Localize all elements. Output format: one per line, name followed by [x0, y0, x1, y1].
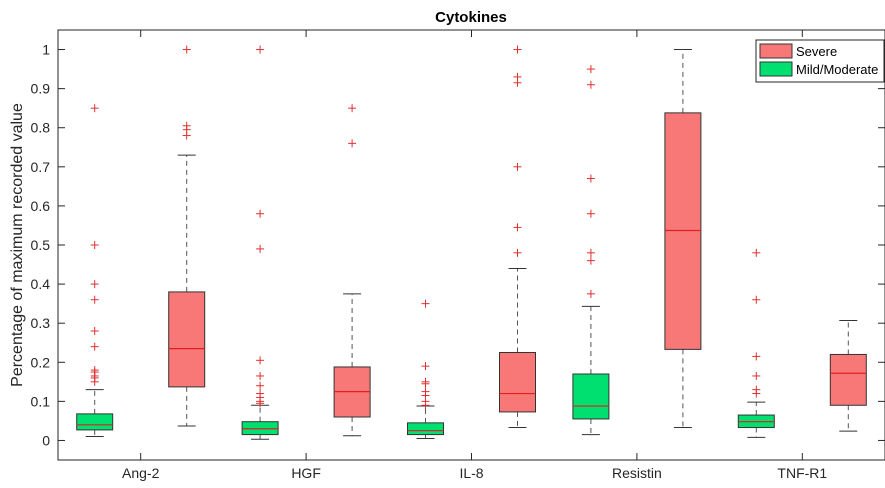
outlier-point [256, 381, 265, 390]
x-tick-label: TNF-R1 [777, 465, 827, 481]
x-tick-label: Resistin [612, 465, 662, 481]
outlier-point [90, 104, 99, 113]
box-iqr [168, 291, 206, 388]
y-axis-label: Percentage of maximum recorded value [9, 103, 26, 387]
outlier-point [513, 223, 522, 232]
box-series [76, 45, 867, 440]
box-iqr [829, 353, 867, 406]
legend-label: Severe [796, 44, 837, 59]
y-tick-label: 0.6 [31, 198, 51, 214]
box [241, 45, 279, 440]
legend-swatch [759, 43, 793, 59]
plot-area [57, 29, 885, 461]
outlier-point [90, 327, 99, 335]
outlier-point [256, 371, 265, 380]
outlier-point [182, 45, 191, 54]
outlier-point [586, 174, 595, 183]
y-tick-label: 0 [42, 432, 50, 448]
outlier-point [513, 45, 522, 54]
y-tick-label: 0.7 [31, 159, 51, 175]
outlier-point [256, 244, 265, 253]
box [499, 45, 536, 429]
y-tick-label: 1 [42, 42, 50, 58]
outlier-point [90, 241, 99, 249]
y-tick-label: 0.1 [31, 393, 51, 409]
outlier-point [752, 352, 761, 361]
outlier-point [513, 248, 522, 257]
outlier-point [586, 80, 595, 89]
outlier-point [256, 356, 265, 365]
x-tick-label: IL-8 [459, 465, 483, 481]
outlier-point [348, 139, 357, 148]
series-mild-moderate [76, 45, 775, 440]
box-iqr [572, 373, 610, 420]
x-tick-label: Ang-2 [122, 465, 160, 481]
y-tick-label: 0.4 [31, 276, 51, 292]
box [664, 49, 702, 429]
outlier-point [513, 162, 522, 171]
outlier-point [752, 371, 761, 380]
y-tick-label: 0.9 [31, 81, 51, 97]
x-tick-label: HGF [291, 465, 321, 481]
y-tick-label: 0.8 [31, 120, 51, 136]
outlier-point [586, 209, 595, 218]
x-axis-ticks: Ang-2 HGF IL-8 Resistin TNF-R1 [122, 30, 827, 481]
box [407, 299, 444, 439]
y-tick-label: 0.2 [31, 354, 51, 370]
outlier-point [182, 121, 191, 130]
box-iqr [407, 422, 444, 436]
box [737, 248, 775, 438]
outlier-point [90, 280, 99, 289]
outlier-point [513, 72, 522, 81]
box-iqr [76, 413, 114, 431]
legend-label: Mild/Moderate [796, 62, 878, 77]
outlier-point [586, 256, 595, 265]
outlier-point [256, 209, 265, 218]
y-axis-ticks: 0 0.1 0.2 0.3 0.4 0.5 0.6 0.7 0.8 0.9 1 [31, 42, 885, 448]
y-tick-label: 0.3 [31, 315, 51, 331]
outlier-point [90, 342, 99, 351]
legend-swatch [759, 61, 793, 77]
outlier-point [752, 248, 761, 257]
outlier-point [90, 366, 99, 375]
outlier-point [421, 377, 430, 386]
outlier-point [348, 104, 357, 113]
outlier-point [256, 45, 265, 54]
box [76, 104, 114, 438]
box-iqr [499, 352, 536, 413]
outlier-point [421, 362, 430, 371]
series-severe [168, 45, 867, 437]
box [168, 45, 206, 427]
outlier-point [256, 389, 265, 398]
box [829, 319, 867, 432]
chart-title: Cytokines [435, 9, 507, 26]
y-tick-label: 0.5 [31, 237, 51, 253]
box [333, 104, 371, 437]
outlier-point [586, 289, 595, 298]
outlier-point [586, 65, 595, 74]
box [572, 65, 610, 436]
outlier-point [586, 248, 595, 257]
legend: Severe Mild/Moderate [755, 39, 885, 83]
outlier-point [421, 387, 430, 396]
outlier-point [421, 299, 430, 308]
outlier-point [752, 295, 761, 304]
outlier-point [90, 295, 99, 304]
outlier-point [752, 385, 761, 394]
